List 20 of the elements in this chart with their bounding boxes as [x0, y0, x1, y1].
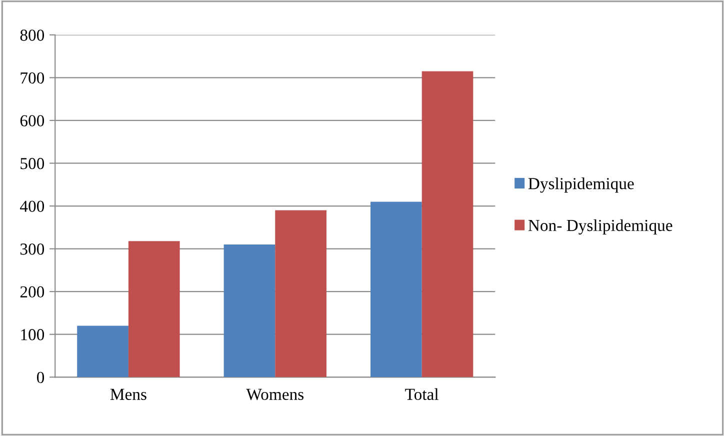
x-tick-label: Total — [405, 388, 438, 400]
legend-label: Dyslipidemique — [528, 178, 634, 193]
bar — [128, 241, 180, 378]
bar — [275, 210, 326, 378]
bar — [370, 202, 422, 378]
y-tick-label: 600 — [20, 115, 44, 126]
y-tick-label: 300 — [20, 243, 44, 255]
y-tick-label: 800 — [20, 30, 44, 41]
y-tick-label: 100 — [21, 329, 44, 340]
x-tick-label: Womens — [246, 388, 304, 400]
x-tick-label: Mens — [110, 388, 146, 400]
legend-label: Non- Dyslipidemique — [528, 219, 672, 235]
y-tick-label: 200 — [20, 286, 44, 298]
y-tick-label: 500 — [20, 158, 44, 170]
y-tick-label: 0 — [36, 372, 44, 384]
bar — [422, 71, 474, 378]
y-tick-label: 400 — [20, 200, 44, 212]
bar — [224, 244, 276, 378]
bar — [77, 326, 128, 378]
y-tick-label: 700 — [20, 72, 44, 84]
